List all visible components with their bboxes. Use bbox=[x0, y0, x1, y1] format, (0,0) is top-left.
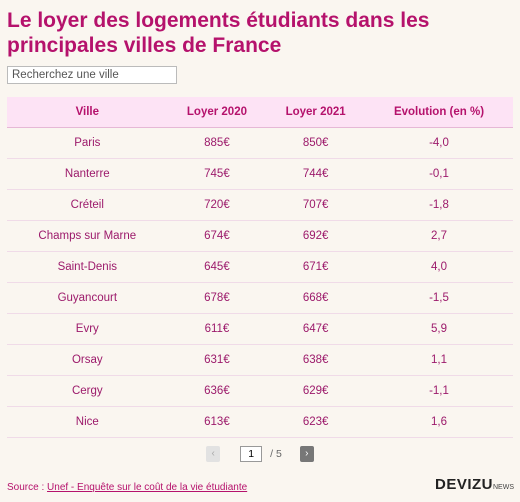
source-link[interactable]: Unef - Enquête sur le coût de la vie étu… bbox=[47, 482, 248, 493]
table-cell: Orsay bbox=[7, 344, 168, 376]
page-total: / 5 bbox=[270, 448, 282, 460]
title: Le loyer des logements étudiants dans le… bbox=[7, 9, 430, 57]
table-cell: 613€ bbox=[167, 406, 267, 438]
page-input[interactable] bbox=[240, 446, 263, 462]
table-cell: Guyancourt bbox=[7, 282, 168, 314]
source: Source : Unef - Enquête sur le coût de l… bbox=[7, 482, 247, 493]
table-cell: Paris bbox=[7, 127, 168, 159]
search-box[interactable] bbox=[7, 66, 177, 84]
table-row: Saint-Denis 645€ 671€ 4,0 bbox=[7, 251, 513, 283]
table-cell: 4,0 bbox=[365, 251, 513, 283]
table-row: Orsay 631€ 638€ 1,1 bbox=[7, 344, 513, 376]
column-header: Ville bbox=[7, 97, 168, 128]
table-cell: 647€ bbox=[266, 313, 365, 345]
table-row: Nanterre 745€ 744€ -0,1 bbox=[7, 158, 513, 190]
table-cell: 1,1 bbox=[365, 344, 513, 376]
table-cell: 744€ bbox=[266, 158, 365, 190]
table-row: Champs sur Marne 674€ 692€ 2,7 bbox=[7, 220, 513, 252]
table-cell: 678€ bbox=[167, 282, 267, 314]
table-cell: 885€ bbox=[167, 127, 267, 159]
table-cell: 2,7 bbox=[365, 220, 513, 252]
logo: DEVIZUNEWS bbox=[435, 476, 514, 493]
table-row: Créteil 720€ 707€ -1,8 bbox=[7, 189, 513, 221]
logo-text: DEVIZU bbox=[434, 476, 493, 493]
table-row: Paris 885€ 850€ -4,0 bbox=[7, 127, 513, 159]
table-cell: 745€ bbox=[167, 158, 267, 190]
table-cell: 629€ bbox=[266, 375, 365, 407]
pagination: ‹ / 5 › bbox=[0, 445, 520, 463]
table-cell: Cergy bbox=[7, 375, 168, 407]
prev-button[interactable]: ‹ bbox=[206, 446, 221, 462]
table-cell: 1,6 bbox=[365, 406, 513, 438]
table-cell: Champs sur Marne bbox=[7, 220, 168, 252]
table-cell: Saint-Denis bbox=[7, 251, 168, 283]
table-row: Evry 611€ 647€ 5,9 bbox=[7, 313, 513, 345]
table-cell: 5,9 bbox=[365, 313, 513, 345]
source-label: Source : bbox=[7, 482, 45, 493]
table-cell: 707€ bbox=[266, 189, 365, 221]
table-cell: 623€ bbox=[266, 406, 365, 438]
table-cell: 645€ bbox=[167, 251, 267, 283]
table-cell: Nice bbox=[7, 406, 168, 438]
table-cell: 668€ bbox=[266, 282, 365, 314]
table-row: Guyancourt 678€ 668€ -1,5 bbox=[7, 282, 513, 314]
table-cell: -1,5 bbox=[365, 282, 513, 314]
column-header: Evolution (en %) bbox=[365, 97, 513, 128]
table-cell: 638€ bbox=[266, 344, 365, 376]
table-cell: 692€ bbox=[266, 220, 365, 252]
table-cell: 671€ bbox=[266, 251, 365, 283]
table-cell: 611€ bbox=[167, 313, 267, 345]
logo-suffix: NEWS bbox=[493, 484, 514, 491]
next-button[interactable]: › bbox=[299, 446, 314, 462]
table-cell: -0,1 bbox=[365, 158, 513, 190]
table-cell: -4,0 bbox=[365, 127, 513, 159]
table-cell: 720€ bbox=[167, 189, 267, 221]
table-row: Nice 613€ 623€ 1,6 bbox=[7, 406, 513, 438]
table-cell: 674€ bbox=[167, 220, 267, 252]
column-header: Loyer 2021 bbox=[266, 97, 365, 128]
table-body: Paris 885€ 850€ -4,0 Nanterre 745€ 744€ -0,1 Cré… bbox=[7, 127, 513, 438]
table-cell: Nanterre bbox=[7, 158, 168, 190]
table-cell: -1,8 bbox=[365, 189, 513, 221]
table-cell: 636€ bbox=[167, 375, 267, 407]
table-row: Cergy 636€ 629€ -1,1 bbox=[7, 375, 513, 407]
data-table: Ville Loyer 2020 Loyer 2021 Evolution (en %… bbox=[7, 97, 513, 438]
table-cell: Créteil bbox=[7, 189, 168, 221]
table-cell: 850€ bbox=[266, 127, 365, 159]
table-cell: 631€ bbox=[167, 344, 267, 376]
column-header: Loyer 2020 bbox=[167, 97, 267, 128]
header-row: Ville Loyer 2020 Loyer 2021 Evolution (en %… bbox=[7, 97, 513, 128]
table-cell: -1,1 bbox=[365, 375, 513, 407]
table-cell: Evry bbox=[7, 313, 168, 345]
